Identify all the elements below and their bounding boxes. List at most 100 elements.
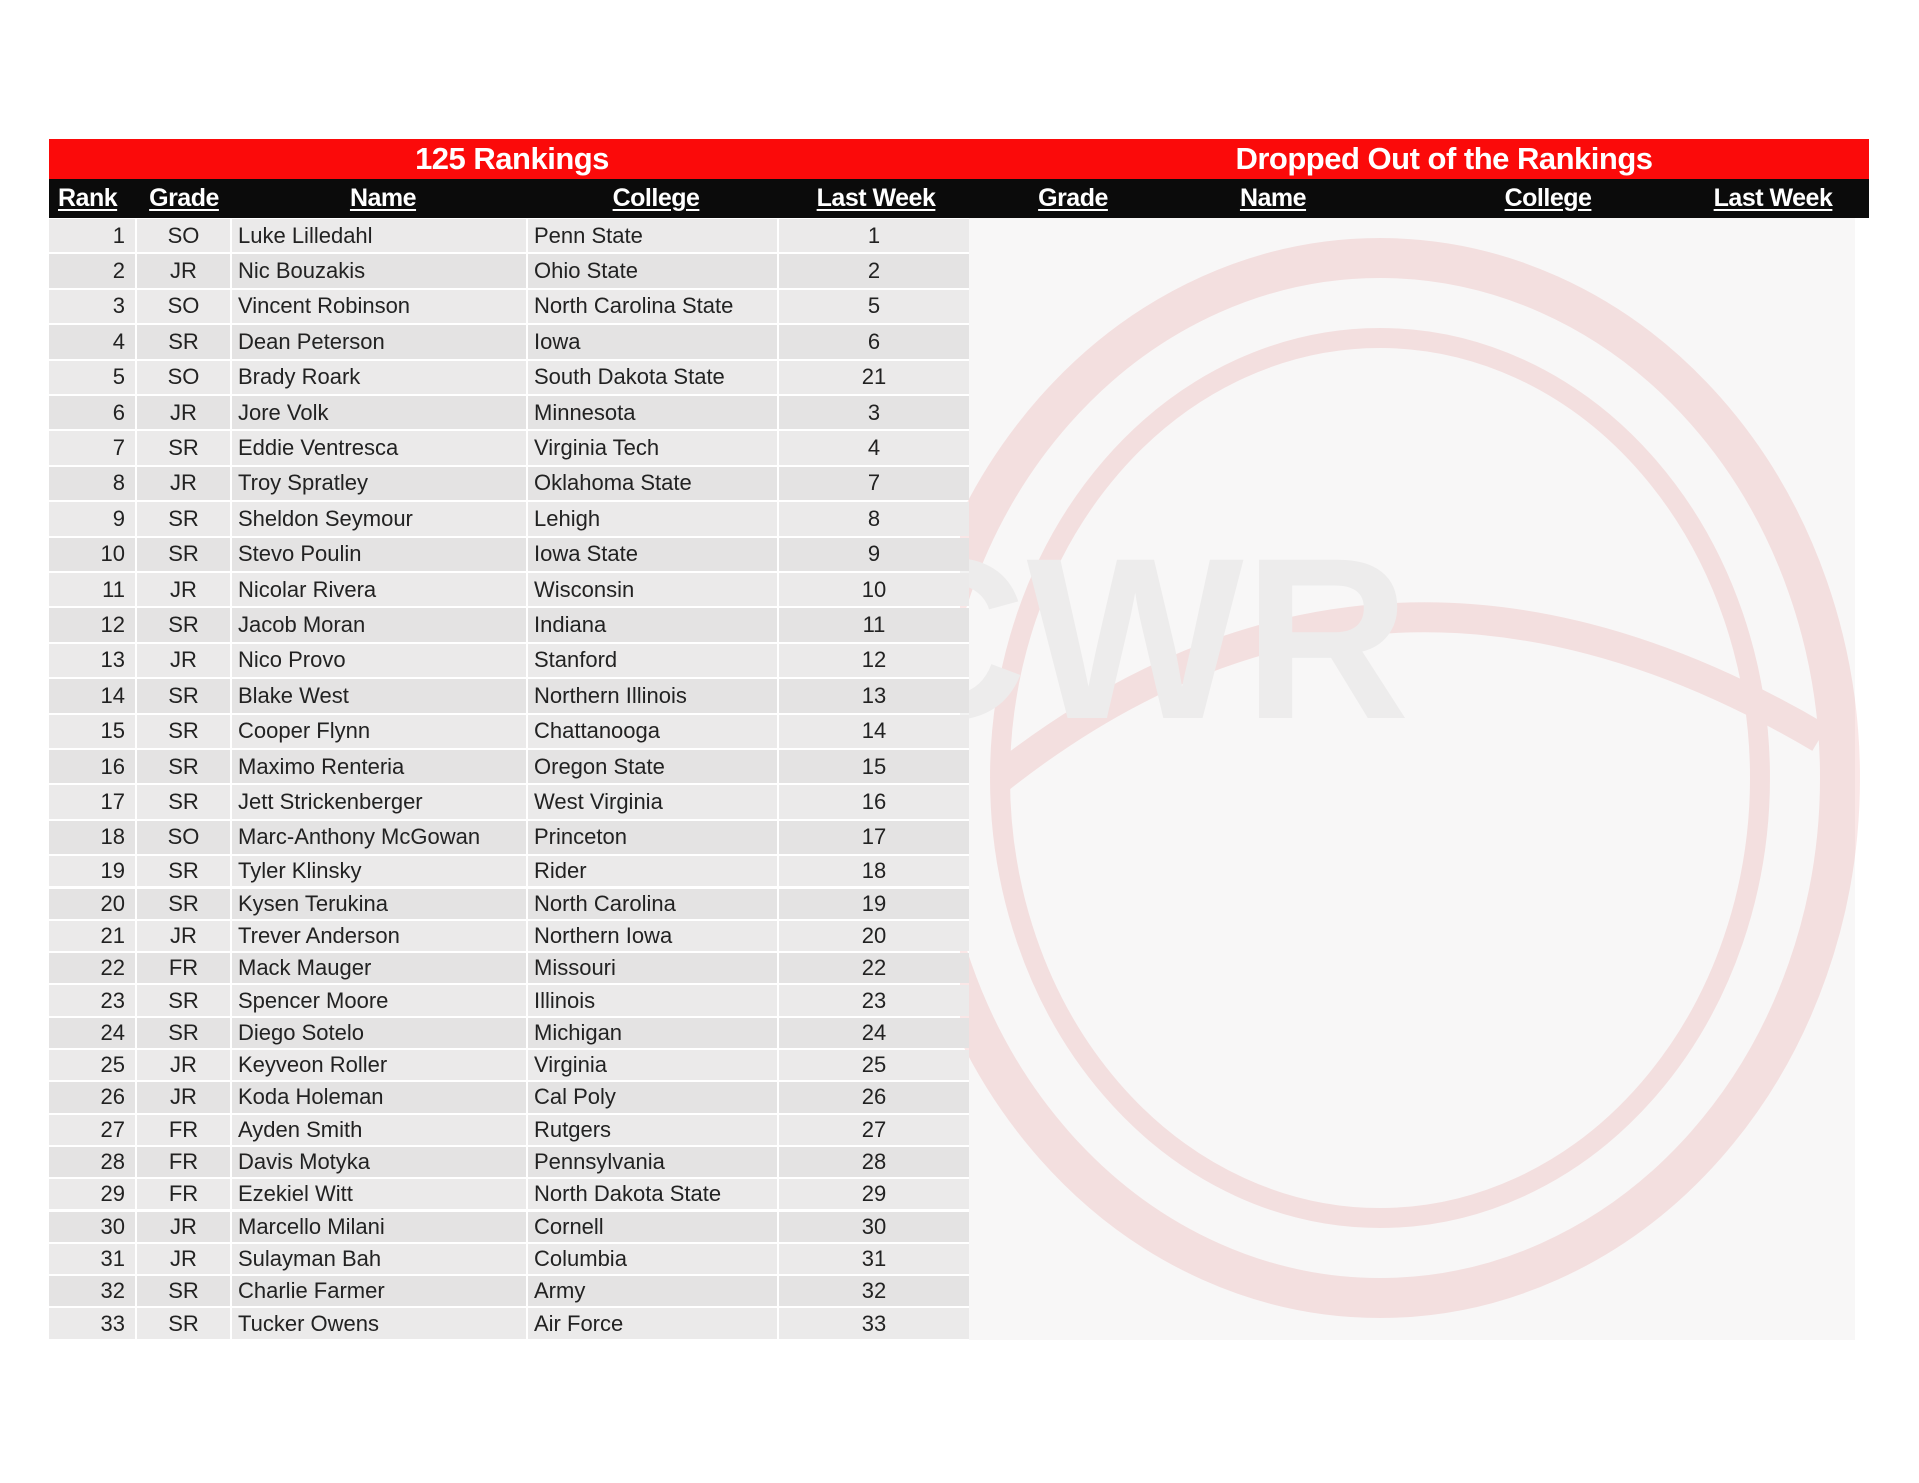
cell-name: Davis Motyka [232,1146,526,1178]
cell-rank: 12 [49,608,135,642]
cell-college: Iowa [528,325,777,359]
cell-name: Charlie Farmer [232,1276,526,1307]
cell-grade: JR [137,1243,230,1275]
cell-college: Indiana [528,608,777,642]
cell-college: North Carolina State [528,289,777,324]
cell-grade: FR [137,1114,230,1145]
cell-last-week: 19 [779,888,969,919]
cell-grade: JR [137,396,230,430]
cell-last-week: 3 [779,396,969,430]
cell-rank: 20 [49,888,135,919]
cell-grade: SR [137,714,230,748]
cell-college: Cal Poly [528,1082,777,1113]
header-last-week: Last Week [816,184,936,212]
cell-grade: JR [137,643,230,678]
cell-college: Cornell [528,1211,777,1242]
cell-rank: 10 [49,537,135,571]
cell-grade: SR [137,888,230,919]
cell-college: Wisconsin [528,573,777,607]
cell-college: Virginia Tech [528,431,777,465]
cell-rank: 1 [49,219,135,253]
cell-last-week: 12 [779,643,969,678]
cell-last-week: 30 [779,1211,969,1242]
cell-rank: 31 [49,1243,135,1275]
cell-college: Rutgers [528,1114,777,1145]
cell-last-week: 15 [779,750,969,784]
dropped-out-title: Dropped Out of the Rankings [1235,141,1653,176]
cell-name: Nicolar Rivera [232,573,526,607]
cell-grade: SR [137,431,230,465]
cell-last-week: 29 [779,1179,969,1210]
cell-last-week: 21 [779,360,969,394]
cell-rank: 15 [49,714,135,748]
header-name: Name [349,184,417,212]
cell-rank: 24 [49,1017,135,1048]
column-header-bar: Rank Grade Name College Last Week Grade … [49,179,1869,218]
cell-rank: 27 [49,1114,135,1145]
cell-last-week: 6 [779,325,969,359]
cell-rank: 33 [49,1308,135,1339]
cell-rank: 26 [49,1082,135,1113]
cell-last-week: 22 [779,953,969,984]
cell-name: Stevo Poulin [232,537,526,571]
cell-rank: 30 [49,1211,135,1242]
cell-rank: 11 [49,573,135,607]
cell-last-week: 27 [779,1114,969,1145]
cell-last-week: 17 [779,820,969,855]
cell-name: Spencer Moore [232,985,526,1016]
cell-grade: JR [137,466,230,501]
dropped-out-body [969,218,1855,1340]
cell-rank: 7 [49,431,135,465]
cell-college: Missouri [528,953,777,984]
cell-name: Tucker Owens [232,1308,526,1339]
cell-last-week: 23 [779,985,969,1016]
cell-rank: 23 [49,985,135,1016]
cell-college: Northern Iowa [528,920,777,952]
cell-last-week: 25 [779,1050,969,1081]
cell-college: Army [528,1276,777,1307]
dropped-header-college: College [1504,184,1592,212]
cell-name: Trever Anderson [232,920,526,952]
cell-grade: SR [137,502,230,536]
cell-grade: JR [137,1050,230,1081]
cell-college: Illinois [528,985,777,1016]
cell-last-week: 18 [779,856,969,887]
cell-rank: 28 [49,1146,135,1178]
cell-grade: FR [137,953,230,984]
cell-name: Ezekiel Witt [232,1179,526,1210]
cell-name: Koda Holeman [232,1082,526,1113]
cell-last-week: 11 [779,608,969,642]
cell-rank: 9 [49,502,135,536]
dropped-header-grade: Grade [1038,184,1108,212]
header-college: College [612,184,700,212]
cell-name: Jacob Moran [232,608,526,642]
header-rank: Rank [58,184,118,212]
cell-college: Oklahoma State [528,466,777,501]
cell-grade: SO [137,219,230,253]
cell-college: North Dakota State [528,1179,777,1210]
cell-rank: 32 [49,1276,135,1307]
rankings-title: 125 Rankings [415,141,609,176]
dropped-header-name: Name [1239,184,1307,212]
cell-grade: JR [137,1211,230,1242]
cell-name: Marc-Anthony McGowan [232,820,526,855]
cell-name: Vincent Robinson [232,289,526,324]
cell-college: Pennsylvania [528,1146,777,1178]
cell-rank: 5 [49,360,135,394]
cell-last-week: 16 [779,785,969,819]
cell-name: Troy Spratley [232,466,526,501]
cell-college: Stanford [528,643,777,678]
cell-college: Columbia [528,1243,777,1275]
cell-grade: SR [137,608,230,642]
cell-last-week: 2 [779,254,969,288]
cell-college: Ohio State [528,254,777,288]
cell-name: Dean Peterson [232,325,526,359]
cell-grade: SO [137,360,230,394]
cell-grade: JR [137,1082,230,1113]
cell-name: Maximo Renteria [232,750,526,784]
cell-rank: 29 [49,1179,135,1210]
cell-last-week: 26 [779,1082,969,1113]
cell-grade: SO [137,820,230,855]
cell-college: Minnesota [528,396,777,430]
cell-rank: 13 [49,643,135,678]
